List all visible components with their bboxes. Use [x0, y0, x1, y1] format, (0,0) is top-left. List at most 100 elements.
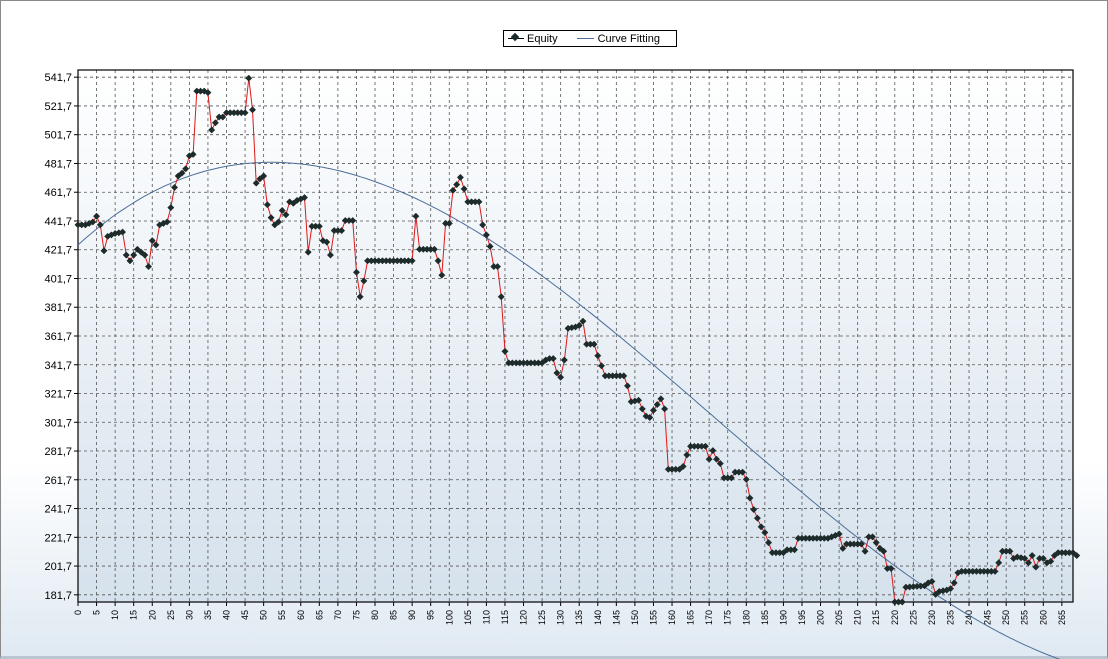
- equity-point: [248, 106, 257, 114]
- x-tick-label: 85: [389, 610, 399, 620]
- equity-point: [241, 109, 249, 117]
- x-tick-label: 80: [370, 610, 380, 620]
- y-tick-label: 401,7: [44, 273, 72, 285]
- equity-point: [267, 214, 275, 222]
- equity-point: [653, 401, 661, 409]
- equity-point: [857, 540, 865, 548]
- equity-point: [300, 193, 309, 202]
- x-tick-label: 65: [314, 610, 324, 620]
- equity-point: [263, 201, 271, 209]
- x-tick-label: 120: [519, 610, 529, 625]
- equity-point: [575, 321, 583, 330]
- equity-point: [219, 113, 227, 121]
- equity-point: [122, 251, 130, 259]
- x-tick-label: 225: [908, 610, 918, 625]
- equity-point: [746, 494, 754, 502]
- y-tick-label: 361,7: [44, 331, 72, 343]
- legend-equity: Equity: [504, 31, 558, 46]
- x-tick-label: 75: [351, 610, 361, 620]
- legend-curve-label: Curve Fitting: [597, 32, 660, 45]
- legend-curve-fitting: Curve Fitting: [558, 31, 660, 46]
- equity-point: [486, 242, 494, 250]
- equity-point: [178, 169, 186, 177]
- x-tick-label: 230: [927, 610, 937, 625]
- equity-point: [148, 237, 156, 245]
- x-tick-label: 40: [222, 610, 232, 620]
- y-tick-label: 201,7: [44, 561, 72, 573]
- equity-point: [304, 248, 312, 256]
- equity-point: [349, 216, 357, 225]
- equity-point: [430, 245, 438, 253]
- equity-point: [182, 165, 190, 173]
- y-tick-label: 541,7: [44, 72, 72, 84]
- equity-point: [245, 74, 253, 82]
- legend-equity-label: Equity: [527, 32, 558, 45]
- equity-point: [683, 451, 691, 459]
- equity-point: [408, 257, 416, 265]
- x-tick-label: 150: [630, 610, 640, 625]
- y-tick-label: 181,7: [44, 590, 72, 602]
- equity-point: [716, 459, 724, 468]
- equity-point: [89, 218, 97, 226]
- equity-point: [208, 126, 216, 134]
- equity-point: [475, 198, 483, 206]
- x-tick-label: 245: [983, 610, 993, 625]
- equity-point: [679, 462, 687, 470]
- equity-point: [1047, 557, 1055, 565]
- equity-point: [620, 372, 628, 380]
- equity-point: [493, 262, 502, 271]
- x-tick-label: 5: [92, 610, 102, 615]
- equity-point: [260, 172, 268, 180]
- x-tick-label: 50: [259, 610, 269, 620]
- x-tick-label: 265: [1057, 610, 1067, 625]
- plot-frame: [77, 69, 1074, 603]
- equity-point: [549, 355, 557, 363]
- curve-fitting-line: [77, 161, 1061, 659]
- x-tick-label: 0: [73, 610, 83, 615]
- x-tick-label: 115: [500, 610, 510, 624]
- x-tick-label: 200: [816, 610, 826, 625]
- equity-point: [118, 228, 127, 236]
- y-tick-label: 221,7: [44, 532, 72, 544]
- x-tick-label: 165: [686, 610, 696, 625]
- equity-point: [560, 356, 568, 364]
- equity-point: [557, 373, 565, 381]
- equity-point: [356, 293, 364, 301]
- y-tick-label: 341,7: [44, 360, 72, 372]
- equity-point: [449, 186, 457, 194]
- equity-point: [709, 447, 717, 455]
- x-tick-label: 105: [463, 610, 473, 625]
- equity-point: [880, 547, 888, 555]
- equity-point: [739, 468, 747, 476]
- equity-point: [898, 598, 906, 606]
- equity-point: [594, 352, 602, 360]
- equity-point: [705, 455, 713, 463]
- equity-point: [713, 455, 721, 463]
- equity-point: [315, 222, 323, 230]
- equity-point: [352, 268, 361, 276]
- equity-point: [338, 227, 346, 235]
- x-tick-label: 250: [1001, 610, 1011, 625]
- equity-point: [887, 564, 895, 573]
- x-tick-label: 220: [890, 610, 900, 625]
- equity-point: [790, 546, 799, 554]
- equity-point: [96, 221, 104, 229]
- y-tick-label: 421,7: [44, 245, 72, 257]
- equity-point: [170, 183, 179, 192]
- equity-point: [657, 395, 665, 403]
- equity-point: [761, 528, 769, 537]
- equity-point: [360, 277, 368, 285]
- equity-point: [765, 539, 773, 547]
- x-tick-label: 45: [240, 610, 250, 620]
- x-tick-label: 155: [648, 610, 658, 625]
- equity-point: [701, 442, 709, 450]
- x-tick-label: 15: [129, 610, 139, 620]
- equity-point: [163, 218, 171, 226]
- equity-point: [252, 179, 260, 187]
- legend-curve-swatch: [576, 31, 596, 46]
- x-tick-label: 135: [574, 610, 584, 625]
- equity-point: [445, 219, 453, 227]
- x-tick-label: 215: [871, 610, 881, 625]
- equity-point: [1073, 552, 1081, 560]
- x-tick-label: 55: [277, 610, 287, 620]
